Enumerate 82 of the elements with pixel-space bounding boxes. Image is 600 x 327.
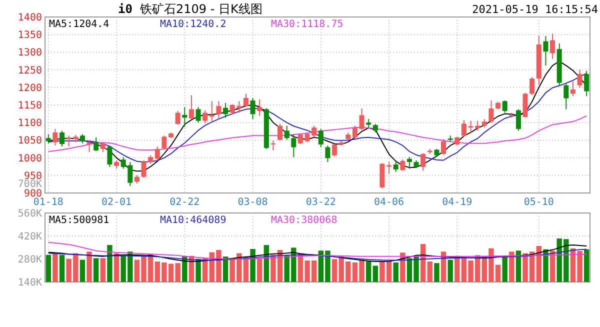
text: MA5:1204.4 <box>49 19 110 30</box>
candlestick <box>386 162 392 174</box>
text: MA10:464089 <box>160 215 226 226</box>
x-tick-label: 03-08 <box>238 197 268 208</box>
candlestick <box>154 146 160 161</box>
y-tick-label: 1000 <box>18 153 42 164</box>
y-tick-label: 560K <box>18 208 42 220</box>
candlestick <box>162 135 167 150</box>
candlestick <box>216 100 222 120</box>
candlestick <box>570 80 576 97</box>
x-tick-label: 03-22 <box>306 197 336 208</box>
candlestick <box>46 134 51 144</box>
candlestick <box>325 144 330 163</box>
candlestick <box>352 125 358 139</box>
candlestick <box>196 106 201 124</box>
candlestick <box>188 94 194 120</box>
y-tick-label: 1400 <box>18 12 42 24</box>
text: MA10:1240.2 <box>160 19 226 30</box>
candlestick <box>400 159 406 172</box>
candlestick <box>141 160 146 178</box>
candlestick <box>278 124 283 142</box>
candlestick <box>80 134 85 144</box>
y-tick-label: 1300 <box>18 48 42 59</box>
candlestick <box>406 156 412 170</box>
candlestick <box>86 139 92 153</box>
y-tick-label: 1350 <box>18 30 42 42</box>
candlestick <box>441 138 446 156</box>
chart-title: 铁矿石2109 - 日K线图 <box>139 2 262 16</box>
x-tick-label: 04-06 <box>374 197 404 208</box>
candlestick <box>94 136 99 152</box>
y-tick-label: 140K <box>18 278 42 288</box>
candlestick <box>393 160 398 172</box>
candlestick <box>564 82 569 110</box>
candlestick <box>270 140 276 151</box>
candlestick <box>284 125 290 140</box>
candlestick <box>223 102 228 118</box>
candlestick <box>250 97 256 120</box>
candlestick <box>522 92 528 118</box>
y-tick-label: 1150 <box>18 100 42 112</box>
candlestick <box>298 133 303 145</box>
candlestick <box>577 69 582 88</box>
x-tick-label: 01-18 <box>33 197 64 208</box>
x-tick-label: 02-01 <box>101 197 132 208</box>
text: 2021-05-19 16:15:54 <box>472 3 598 16</box>
candlestick <box>175 110 180 126</box>
y-tick-label: 1200 <box>18 82 42 94</box>
candlestick <box>100 142 106 153</box>
candlestick <box>516 108 521 132</box>
y-tick-label: 1100 <box>18 118 42 130</box>
x-tick-label: 04-19 <box>442 197 472 208</box>
candlestick <box>60 130 65 148</box>
y-tick-label: 1250 <box>18 65 42 76</box>
y-tick-label: 420K <box>18 232 42 242</box>
candlestick <box>243 93 248 108</box>
candlestick <box>420 152 426 172</box>
candlestick <box>107 144 112 168</box>
text: MA30:1118.75 <box>271 19 344 30</box>
candlestick <box>359 108 364 130</box>
y-tick-label: 1050 <box>18 136 42 147</box>
candlestick <box>550 33 556 60</box>
y-tick-label: 280K <box>18 254 42 266</box>
candlestick <box>584 70 590 97</box>
candlestick <box>332 144 338 157</box>
candlestick <box>530 76 535 96</box>
text: MA5:500981 <box>49 215 110 226</box>
candlestick <box>52 128 58 146</box>
line-series <box>48 248 588 261</box>
text: i0 <box>118 2 132 16</box>
x-tick-label: 05-10 <box>524 197 554 208</box>
line-series <box>48 242 588 260</box>
candlestick <box>488 100 494 124</box>
candlestick <box>291 134 296 158</box>
candlestick <box>502 100 508 114</box>
candlestick <box>257 98 262 116</box>
candlestick <box>380 162 385 189</box>
candlestick <box>318 128 324 148</box>
candlestick <box>543 36 548 66</box>
candlestick <box>202 110 208 124</box>
text: MA30:380068 <box>271 215 338 226</box>
candlestick <box>461 120 466 138</box>
text: 700K <box>18 179 42 190</box>
x-tick-label: 02-22 <box>170 197 200 208</box>
